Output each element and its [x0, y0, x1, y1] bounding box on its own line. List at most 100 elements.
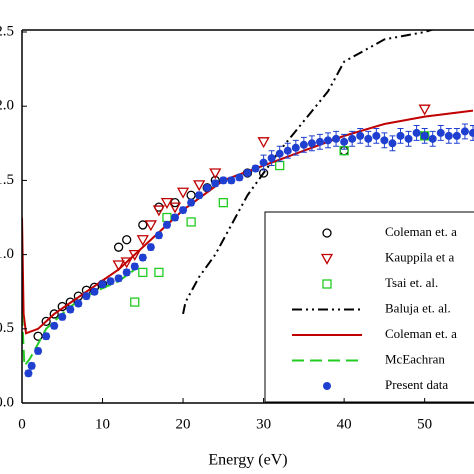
data-point [50, 321, 59, 330]
data-point [380, 136, 389, 145]
data-point [388, 139, 397, 148]
data-point [144, 220, 157, 232]
data-point [444, 131, 453, 140]
data-point [348, 134, 357, 143]
y-tick-label: 1.0 [0, 246, 14, 262]
data-point [468, 128, 474, 137]
legend-box [264, 211, 474, 403]
x-tick-label: 20 [176, 416, 191, 432]
data-point [372, 131, 381, 140]
data-point [218, 198, 228, 208]
data-point [332, 134, 341, 143]
data-point [452, 131, 461, 140]
data-point [66, 305, 75, 314]
x-tick-label: 0 [18, 416, 26, 432]
data-point [356, 131, 365, 140]
data-point [74, 299, 83, 308]
data-point [307, 139, 316, 148]
data-point [243, 168, 252, 177]
data-point [154, 231, 163, 240]
legend-label: Present data [385, 377, 448, 392]
data-point [412, 128, 421, 137]
data-point [106, 277, 115, 286]
x-tick-label: 30 [256, 416, 271, 432]
data-point [211, 179, 220, 188]
data-point [364, 134, 373, 143]
data-point [420, 131, 429, 140]
x-tick-label: 50 [417, 416, 432, 432]
data-point [34, 347, 43, 356]
data-point [120, 257, 133, 269]
data-point [33, 331, 43, 341]
x-axis-label: Energy (eV) [208, 452, 287, 469]
data-point [275, 160, 285, 171]
x-tick-label: 10 [95, 416, 110, 432]
legend-marker [322, 279, 332, 289]
data-point [428, 134, 437, 143]
data-point [130, 297, 140, 307]
series-line [22, 268, 136, 369]
data-point [154, 267, 164, 278]
data-point [219, 176, 228, 185]
data-point [162, 212, 172, 223]
data-point [24, 369, 33, 378]
data-point [90, 287, 99, 296]
data-point [257, 137, 270, 149]
data-point [146, 243, 155, 252]
legend-label: Coleman et. a [385, 224, 457, 239]
data-point [171, 213, 180, 222]
data-point [259, 158, 268, 167]
data-point [122, 235, 132, 245]
legend-label: Baluja et. al. [385, 300, 451, 315]
legend-label: McEachran [385, 351, 445, 366]
data-point [275, 149, 284, 158]
data-point [82, 292, 91, 301]
data-point [130, 262, 139, 271]
data-point [112, 260, 125, 272]
legend-marker [322, 228, 332, 238]
y-tick-label: 1.5 [0, 172, 14, 188]
data-point [283, 146, 292, 155]
data-point [42, 332, 51, 341]
data-point [162, 220, 171, 229]
legend: Coleman et. a Kauppila et a Tsai et. al. Ba… [264, 211, 474, 403]
data-point [193, 180, 206, 192]
data-point [122, 268, 131, 277]
data-point [152, 205, 166, 217]
data-point [235, 173, 244, 182]
data-point [41, 316, 51, 327]
data-point [404, 134, 413, 143]
data-point [138, 267, 148, 278]
data-point [176, 187, 190, 199]
data-point [128, 249, 141, 261]
data-point [267, 154, 276, 163]
data-point [299, 140, 308, 149]
data-point [138, 220, 148, 230]
y-tick-label: 2.0 [0, 98, 14, 114]
data-point [58, 312, 67, 321]
data-point [168, 202, 182, 214]
data-point [315, 137, 324, 146]
data-point [136, 235, 149, 247]
data-point [187, 198, 196, 207]
legend-marker [320, 253, 334, 265]
data-point [436, 128, 445, 137]
data-point [179, 206, 188, 215]
data-point [396, 131, 405, 140]
y-tick-label: 0.5 [0, 320, 14, 336]
data-point [186, 190, 196, 200]
data-point [460, 127, 469, 136]
plot-area [22, 30, 474, 378]
data-point [98, 280, 107, 289]
data-point [138, 253, 147, 262]
data-point [195, 191, 204, 200]
data-point [209, 168, 222, 180]
data-point [27, 361, 36, 370]
data-point [49, 309, 59, 319]
data-point [324, 136, 333, 145]
data-point [113, 242, 124, 252]
data-point [418, 104, 431, 116]
y-tick-label: 0.0 [0, 394, 14, 410]
data-point [340, 137, 349, 146]
